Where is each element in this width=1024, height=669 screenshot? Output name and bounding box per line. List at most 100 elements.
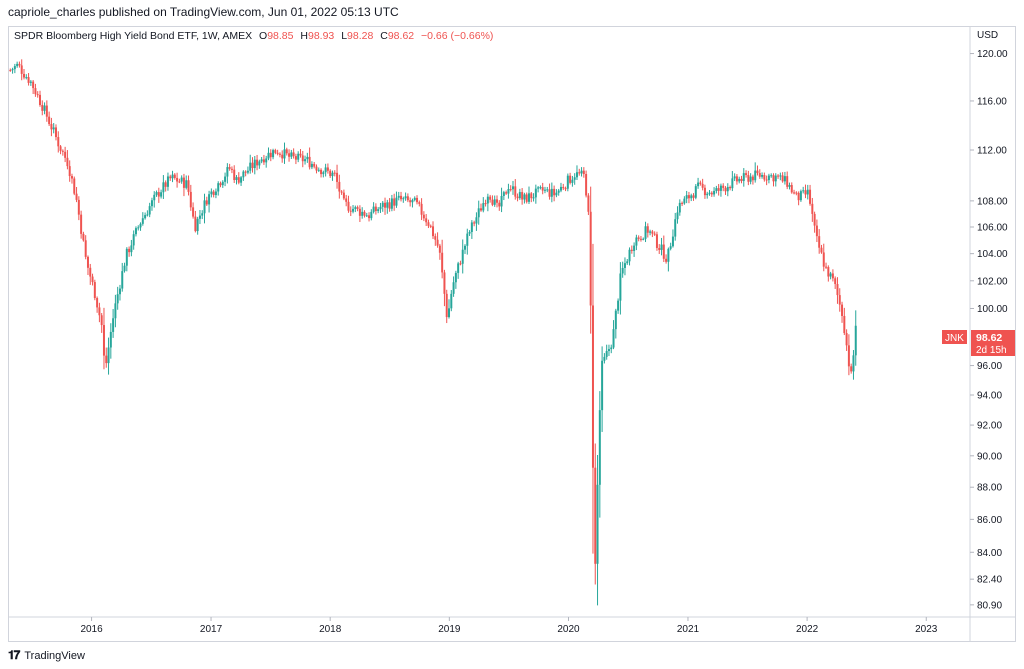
candle-up <box>733 176 736 179</box>
candle-up <box>121 271 124 289</box>
candle-up <box>573 177 576 180</box>
candle-up <box>788 185 791 187</box>
candle-up <box>107 347 110 364</box>
candle-down <box>212 191 215 196</box>
candle-down <box>724 187 727 192</box>
candle-up <box>454 272 457 283</box>
candle-down <box>315 166 318 171</box>
candle-down <box>473 222 476 224</box>
candle-down <box>388 202 391 209</box>
candle-down <box>850 366 853 372</box>
candle-down <box>342 192 345 199</box>
candle-up <box>557 190 560 193</box>
y-tick-label: 92.00 <box>977 421 1002 432</box>
candle-down <box>687 195 690 199</box>
candle-down <box>281 154 284 159</box>
candle-down <box>98 307 101 316</box>
candle-down <box>505 192 508 194</box>
candle-up <box>185 180 188 188</box>
candle-down <box>50 124 53 130</box>
candle-down <box>722 185 725 188</box>
candle-down <box>793 192 796 194</box>
candle-up <box>511 186 514 190</box>
price-tag <box>971 330 1015 356</box>
candles-group <box>9 59 857 606</box>
candle-down <box>740 178 743 181</box>
candle-down <box>569 175 572 183</box>
candle-down <box>756 170 759 174</box>
candle-down <box>484 203 487 205</box>
y-tick-label: 100.00 <box>977 304 1008 315</box>
candle-down <box>9 69 12 71</box>
candle-down <box>562 186 565 189</box>
candle-up <box>678 202 681 213</box>
x-tick-label: 2018 <box>319 624 342 635</box>
candle-down <box>194 216 197 232</box>
candle-down <box>157 192 160 197</box>
candle-up <box>550 188 553 197</box>
candle-down <box>61 150 64 152</box>
candle-down <box>735 176 738 182</box>
candle-down <box>438 245 441 253</box>
y-tick-label: 104.00 <box>977 249 1008 260</box>
candle-up <box>235 177 238 181</box>
candle-up <box>621 267 624 274</box>
tradingview-logo-icon[interactable]: 𝟏𝟕 <box>8 648 20 662</box>
candle-down <box>703 187 706 196</box>
candle-up <box>829 273 832 277</box>
candle-up <box>283 149 286 159</box>
candle-up <box>381 202 384 207</box>
candle-up <box>109 331 112 348</box>
candle-up <box>413 197 416 201</box>
candle-up <box>297 153 300 160</box>
candle-up <box>123 265 126 272</box>
candle-down <box>763 175 766 180</box>
candle-down <box>20 65 23 74</box>
footer-brand[interactable]: TradingView <box>24 649 85 662</box>
series-legend: SPDR Bloomberg High Yield Bond ETF, 1W, … <box>14 30 493 42</box>
candle-down <box>422 214 425 219</box>
candle-up <box>372 206 375 212</box>
candle-down <box>781 175 784 182</box>
candle-up <box>260 159 263 162</box>
legend-low: L98.28 <box>341 30 374 42</box>
candle-up <box>683 198 686 204</box>
candle-down <box>795 192 798 194</box>
candle-up <box>466 233 469 246</box>
candle-up <box>155 192 158 195</box>
candle-up <box>137 227 140 229</box>
candle-up <box>470 222 473 232</box>
candle-down <box>699 182 702 184</box>
candle-down <box>384 202 387 208</box>
y-tick-label: 82.40 <box>977 575 1002 586</box>
candle-up <box>132 234 135 246</box>
candle-down <box>57 137 60 147</box>
x-tick-label: 2023 <box>915 624 938 635</box>
candle-down <box>589 211 592 306</box>
y-tick-label: 106.00 <box>977 223 1008 234</box>
candle-down <box>445 293 448 318</box>
candle-down <box>432 226 435 237</box>
y-tick-label: 94.00 <box>977 390 1002 401</box>
candle-up <box>671 236 674 247</box>
candle-down <box>244 171 247 173</box>
candle-up <box>249 162 252 171</box>
candle-down <box>480 208 483 211</box>
candle-down <box>409 200 412 203</box>
candle-down <box>230 168 233 170</box>
candle-up <box>112 318 115 332</box>
candle-up <box>644 226 647 239</box>
candle-up <box>134 228 137 235</box>
candle-up <box>379 206 382 210</box>
candle-up <box>719 185 722 191</box>
price-tag-value: 98.62 <box>976 332 1002 344</box>
candle-down <box>41 104 44 111</box>
candle-up <box>854 325 857 356</box>
candle-up <box>452 282 455 294</box>
candle-down <box>717 188 720 191</box>
x-tick-label: 2016 <box>80 624 103 635</box>
candle-up <box>635 237 638 246</box>
candle-down <box>301 155 304 162</box>
candle-down <box>32 81 35 89</box>
